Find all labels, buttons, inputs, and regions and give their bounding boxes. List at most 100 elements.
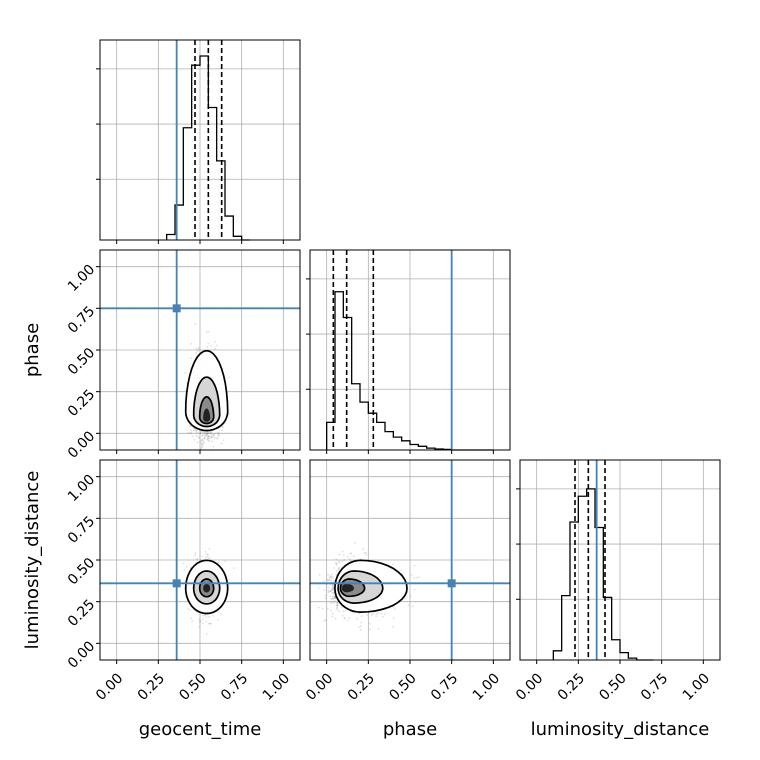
- scatter-point: [220, 429, 223, 432]
- scatter-point: [206, 434, 209, 437]
- scatter-point: [332, 588, 335, 591]
- scatter-point: [205, 633, 208, 635]
- frame-layer: [96, 39, 721, 664]
- scatter-point: [209, 430, 211, 433]
- scatter-point: [334, 561, 337, 564]
- scatter-point: [389, 607, 392, 610]
- scatter-point: [329, 574, 332, 577]
- x-tick-label: 1.00: [680, 670, 713, 703]
- scatter-point: [207, 435, 210, 438]
- scatter-point: [336, 603, 339, 606]
- scatter-point: [340, 606, 343, 608]
- scatter-point: [211, 440, 213, 443]
- scatter-point: [198, 436, 200, 439]
- scatter-point: [205, 433, 208, 435]
- scatter-point: [326, 578, 329, 581]
- scatter-point: [212, 434, 215, 437]
- scatter-point: [332, 597, 335, 600]
- density-panel-geocent_time-luminosity_distance: [182, 547, 235, 635]
- scatter-point: [348, 558, 351, 560]
- scatter-point: [332, 589, 335, 591]
- scatter-point: [327, 591, 330, 594]
- scatter-point: [207, 557, 210, 559]
- scatter-point: [375, 613, 378, 615]
- scatter-point: [196, 558, 199, 560]
- scatter-point: [333, 595, 336, 598]
- scatter-point: [189, 609, 192, 611]
- scatter-point: [207, 437, 209, 440]
- scatter-point: [359, 628, 362, 631]
- scatter-point: [370, 614, 373, 616]
- scatter-point: [383, 613, 386, 616]
- scatter-point: [191, 620, 194, 623]
- scatter-point: [371, 612, 374, 615]
- scatter-point: [211, 436, 214, 439]
- y-tick-label: 1.00: [65, 472, 98, 505]
- scatter-point: [355, 617, 358, 620]
- x-tick-label: 0.50: [386, 670, 419, 703]
- scatter-point: [353, 555, 355, 558]
- scatter-point: [323, 589, 326, 591]
- scatter-point: [201, 555, 203, 558]
- scatter-point: [334, 597, 336, 599]
- scatter-point: [206, 432, 209, 435]
- scatter-point: [329, 576, 332, 578]
- scatter-point: [208, 437, 211, 440]
- scatter-point: [199, 432, 202, 434]
- scatter-point: [220, 613, 222, 616]
- scatter-point: [337, 568, 340, 571]
- scatter-point: [335, 562, 338, 565]
- scatter-point: [193, 427, 196, 430]
- scatter-point: [331, 612, 334, 615]
- scatter-point: [338, 566, 341, 569]
- scatter-point: [331, 584, 334, 587]
- scatter-point: [202, 614, 204, 617]
- scatter-point: [331, 588, 334, 591]
- scatter-point: [209, 432, 212, 435]
- scatter-point: [409, 595, 412, 598]
- scatter-point: [208, 435, 210, 438]
- scatter-point: [410, 574, 413, 576]
- y-tick-label: 0.75: [65, 303, 98, 336]
- scatter-point: [217, 435, 220, 438]
- data-layer: [100, 40, 654, 661]
- scatter-point: [210, 430, 213, 433]
- scatter-point: [210, 436, 213, 438]
- scatter-point: [204, 556, 207, 559]
- contour-level: [341, 583, 354, 593]
- scatter-point: [185, 565, 188, 568]
- scatter-point: [331, 595, 334, 598]
- scatter-point: [336, 601, 339, 604]
- scatter-point: [413, 564, 416, 567]
- scatter-point: [201, 430, 204, 433]
- scatter-point: [375, 615, 378, 618]
- scatter-point: [214, 432, 216, 435]
- scatter-point: [349, 552, 352, 555]
- scatter-point: [203, 436, 206, 439]
- scatter-point: [195, 429, 198, 432]
- density-panel-geocent_time-phase: [184, 323, 231, 450]
- scatter-point: [217, 433, 219, 436]
- scatter-point: [380, 612, 383, 615]
- y-tick-label: 0.25: [65, 597, 98, 630]
- scatter-point: [341, 550, 344, 553]
- scatter-point: [332, 579, 335, 582]
- scatter-point: [328, 586, 330, 589]
- x-tick-label: 0.25: [345, 670, 378, 703]
- scatter-point: [330, 586, 333, 589]
- scatter-point: [329, 590, 332, 592]
- scatter-point: [318, 574, 321, 576]
- scatter-point: [338, 553, 341, 556]
- scatter-point: [335, 607, 338, 610]
- scatter-point: [200, 442, 203, 445]
- y-tick-label: 0.25: [65, 387, 98, 420]
- scatter-point: [207, 330, 210, 333]
- scatter-point: [415, 576, 418, 579]
- scatter-point: [202, 441, 205, 444]
- scatter-point: [190, 357, 192, 360]
- scatter-point: [200, 447, 203, 450]
- truth-marker: [172, 304, 181, 313]
- scatter-point: [201, 434, 204, 436]
- scatter-point: [213, 436, 216, 439]
- scatter-point: [360, 621, 363, 624]
